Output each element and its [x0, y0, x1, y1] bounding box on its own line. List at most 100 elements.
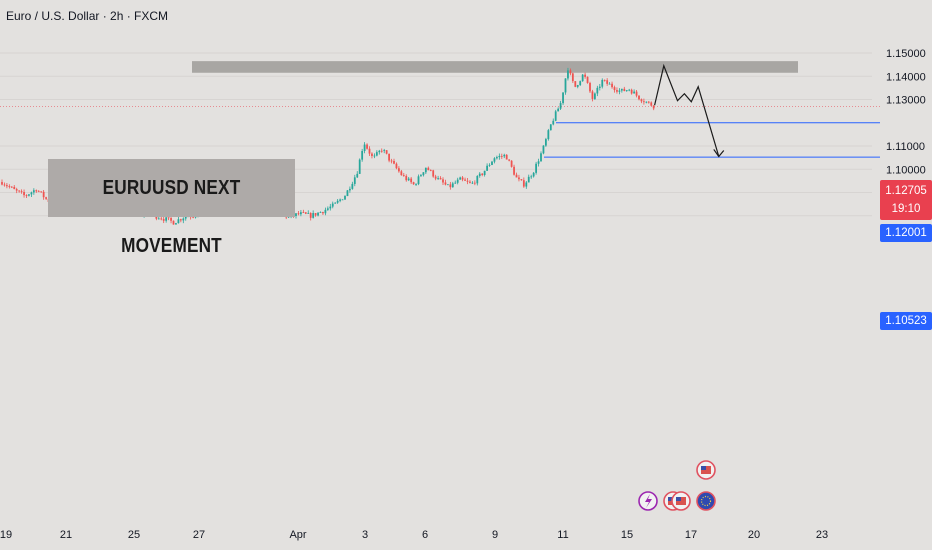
- candle-body: [464, 179, 466, 181]
- projection-arrowhead: [713, 149, 725, 158]
- x-tick-label: 21: [60, 529, 72, 541]
- candle-body: [356, 173, 359, 178]
- candle-body: [162, 219, 165, 221]
- candle-body: [42, 191, 45, 198]
- projection-layer: [654, 63, 725, 158]
- us-flag-event-icon-canton: [668, 497, 673, 501]
- candle-body: [567, 70, 569, 79]
- candle-body: [530, 176, 533, 178]
- candle-body: [571, 73, 574, 82]
- candle-body: [540, 153, 542, 162]
- event-icons: [638, 460, 716, 511]
- x-tick-label: 17: [685, 529, 697, 541]
- candle-body: [358, 159, 361, 174]
- candle-body: [525, 182, 528, 187]
- candle-body: [449, 184, 452, 188]
- candle-body: [643, 101, 645, 103]
- candle-body: [390, 160, 393, 162]
- candle-body: [363, 144, 366, 152]
- us-flag-event-icon-2-canton: [676, 497, 681, 501]
- candle-body: [486, 165, 488, 171]
- candle-body: [469, 181, 471, 183]
- candle-body: [341, 199, 344, 201]
- candle-body: [645, 101, 648, 103]
- candle-body: [515, 174, 518, 178]
- candle-body: [616, 90, 618, 92]
- candle-body: [574, 81, 577, 87]
- candle-body: [302, 212, 305, 214]
- candle-body: [520, 179, 523, 181]
- candle-body: [388, 153, 390, 161]
- candle-body: [412, 182, 415, 185]
- candle-body: [393, 160, 395, 164]
- candle-body: [45, 197, 47, 199]
- level-tag-upper: 1.12001: [880, 224, 932, 242]
- candle-body: [532, 172, 535, 177]
- candle-body: [175, 223, 177, 225]
- candle-body: [25, 195, 28, 196]
- candle-body: [40, 191, 43, 193]
- x-tick-label: 23: [816, 529, 828, 541]
- candle-body: [476, 175, 479, 184]
- candle-body: [20, 191, 23, 193]
- candle-body: [366, 144, 368, 149]
- candle-body: [179, 219, 182, 221]
- candle-body: [322, 212, 324, 214]
- candle-body: [652, 105, 655, 109]
- time-axis[interactable]: 19 21 25 27 Apr 3 6 9 11 15 17 20 23: [0, 529, 828, 541]
- candle-body: [427, 167, 430, 171]
- candle-body: [28, 194, 30, 196]
- horizontal-levels-layer: [0, 105, 880, 158]
- candle-body: [633, 91, 635, 94]
- candle-body: [584, 74, 586, 77]
- candle-body: [596, 87, 599, 94]
- lightning-glyph-icon: [645, 494, 652, 508]
- candle-body: [15, 189, 18, 191]
- candle-body: [594, 93, 596, 99]
- candle-body: [417, 176, 420, 185]
- candle-body: [510, 160, 513, 167]
- y-tick-label: 1.13000: [886, 95, 926, 107]
- candle-body: [361, 151, 364, 160]
- candle-body: [576, 85, 579, 87]
- candle-body: [635, 91, 638, 96]
- candle-body: [420, 175, 422, 177]
- candle-body: [167, 217, 170, 219]
- candle-body: [508, 159, 511, 161]
- candle-body: [349, 188, 351, 191]
- candle-body: [623, 88, 626, 92]
- candle-body: [466, 180, 469, 182]
- candle-body: [395, 163, 398, 169]
- candle-body: [295, 213, 297, 216]
- candle-body: [498, 155, 501, 158]
- candle-body: [562, 92, 564, 104]
- candle-body: [552, 120, 555, 125]
- level-tag-lower: 1.10523: [880, 312, 932, 330]
- candle-body: [351, 183, 354, 189]
- candle-body: [300, 212, 302, 215]
- candle-body: [383, 150, 386, 152]
- candle-body: [422, 172, 425, 176]
- candle-body: [542, 145, 545, 154]
- candle-body: [439, 178, 442, 180]
- x-tick-label: Apr: [289, 529, 306, 541]
- candle-body: [304, 212, 307, 214]
- candle-body: [35, 190, 38, 192]
- candle-body: [405, 175, 408, 181]
- candle-body: [611, 83, 613, 88]
- candle-body: [192, 216, 194, 218]
- candle-body: [380, 150, 383, 152]
- candle-body: [13, 186, 16, 190]
- candle-body: [194, 216, 197, 218]
- candle-body: [429, 170, 432, 171]
- candle-body: [620, 88, 623, 91]
- candle-body: [424, 167, 427, 173]
- candle-body: [618, 90, 621, 92]
- candle-body: [456, 179, 459, 183]
- chart-title: Euro / U.S. Dollar · 2h · FXCM: [6, 9, 169, 23]
- candle-body: [647, 101, 650, 103]
- annotation-box[interactable]: [48, 159, 295, 217]
- candle-body: [625, 90, 628, 92]
